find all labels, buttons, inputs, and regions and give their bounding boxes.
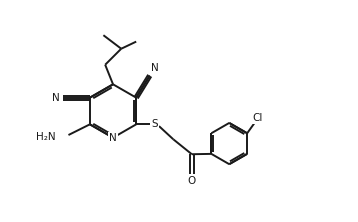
Text: H₂N: H₂N [37, 132, 56, 142]
Text: N: N [52, 93, 60, 103]
Text: O: O [188, 176, 196, 186]
Text: Cl: Cl [253, 113, 263, 123]
Text: N: N [109, 133, 117, 143]
Text: S: S [151, 119, 158, 129]
Text: N: N [151, 63, 159, 73]
